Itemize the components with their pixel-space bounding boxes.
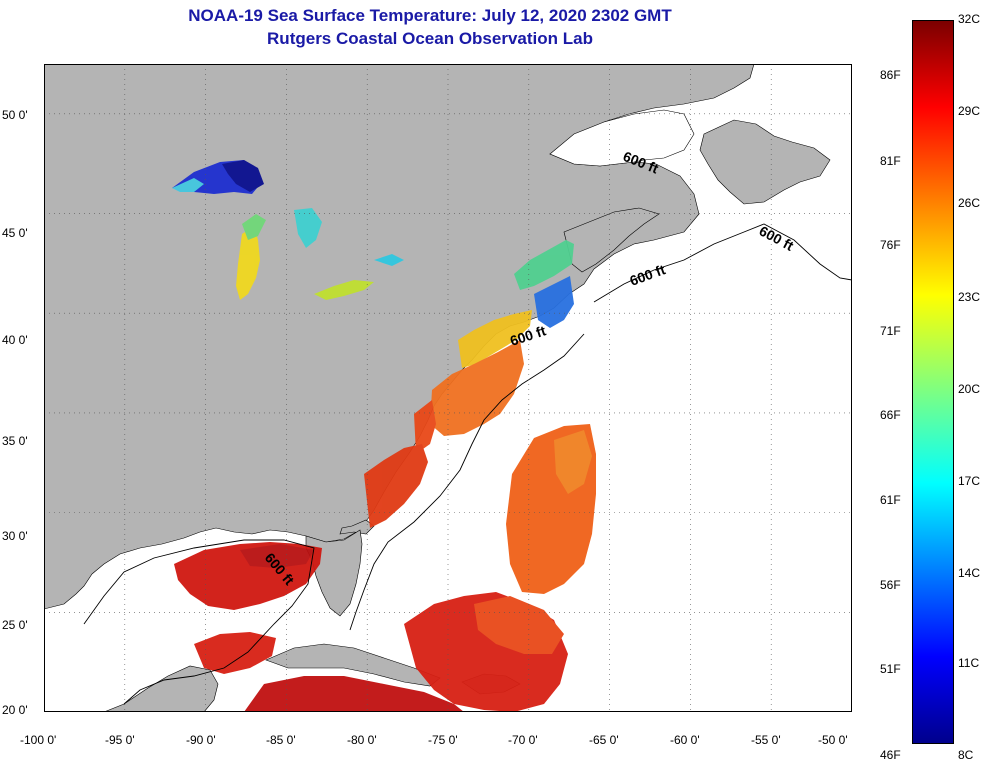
lon-tick-label: -95 0' (105, 733, 135, 747)
lat-tick-label: 20 0' (2, 703, 28, 717)
map-title: NOAA-19 Sea Surface Temperature: July 12… (188, 6, 672, 25)
celsius-label: 8C (958, 748, 974, 762)
fahrenheit-label: 46F (880, 748, 901, 762)
lon-tick-label: -80 0' (347, 733, 377, 747)
fahrenheit-label: 51F (880, 662, 901, 676)
lon-tick-label: -55 0' (751, 733, 781, 747)
map-frame (44, 64, 852, 712)
lat-tick-label: 35 0' (2, 434, 28, 448)
celsius-label: 17C (958, 474, 981, 488)
graticule (44, 64, 852, 712)
lat-tick-label: 40 0' (2, 333, 28, 347)
celsius-label: 23C (958, 290, 981, 304)
gulf-st-lawrence (549, 109, 695, 167)
lat-tick-label: 30 0' (2, 529, 28, 543)
lon-tick-label: -65 0' (589, 733, 619, 747)
map-subtitle: Rutgers Coastal Ocean Observation Lab (267, 29, 593, 48)
lon-tick-label: -85 0' (266, 733, 296, 747)
fahrenheit-label: 76F (880, 238, 901, 252)
isobath-600ft-gulf (83, 539, 315, 705)
lon-tick-label: -75 0' (428, 733, 458, 747)
celsius-label: 14C (958, 566, 981, 580)
celsius-label: 26C (958, 196, 981, 210)
lat-tick-label: 45 0' (2, 226, 28, 240)
colorbar-gradient (912, 20, 954, 744)
lon-tick-label: -100 0' (20, 733, 57, 747)
sst-map: 600 ft 600 ft 600 ft 600 ft 600 ft (44, 64, 852, 712)
isobath-600ft-north (593, 223, 852, 303)
lon-tick-label: -60 0' (670, 733, 700, 747)
fahrenheit-label: 56F (880, 578, 901, 592)
celsius-label: 20C (958, 382, 981, 396)
celsius-label: 32C (958, 12, 981, 26)
fahrenheit-label: 86F (880, 68, 901, 82)
yucatan-land (103, 665, 219, 712)
lon-tick-label: -50 0' (818, 733, 848, 747)
sst-patches (172, 160, 596, 712)
lat-tick-label: 25 0' (2, 618, 28, 632)
fahrenheit-label: 81F (880, 154, 901, 168)
temperature-colorbar (912, 20, 954, 744)
fahrenheit-label: 71F (880, 324, 901, 338)
fahrenheit-label: 61F (880, 493, 901, 507)
lon-tick-label: -90 0' (186, 733, 216, 747)
lat-tick-label: 50 0' (2, 108, 28, 122)
fahrenheit-label: 66F (880, 408, 901, 422)
celsius-label: 11C (958, 656, 980, 670)
newfoundland-land (699, 119, 831, 205)
celsius-label: 29C (958, 104, 981, 118)
isobath-600ft (349, 333, 585, 631)
lon-tick-label: -70 0' (508, 733, 538, 747)
